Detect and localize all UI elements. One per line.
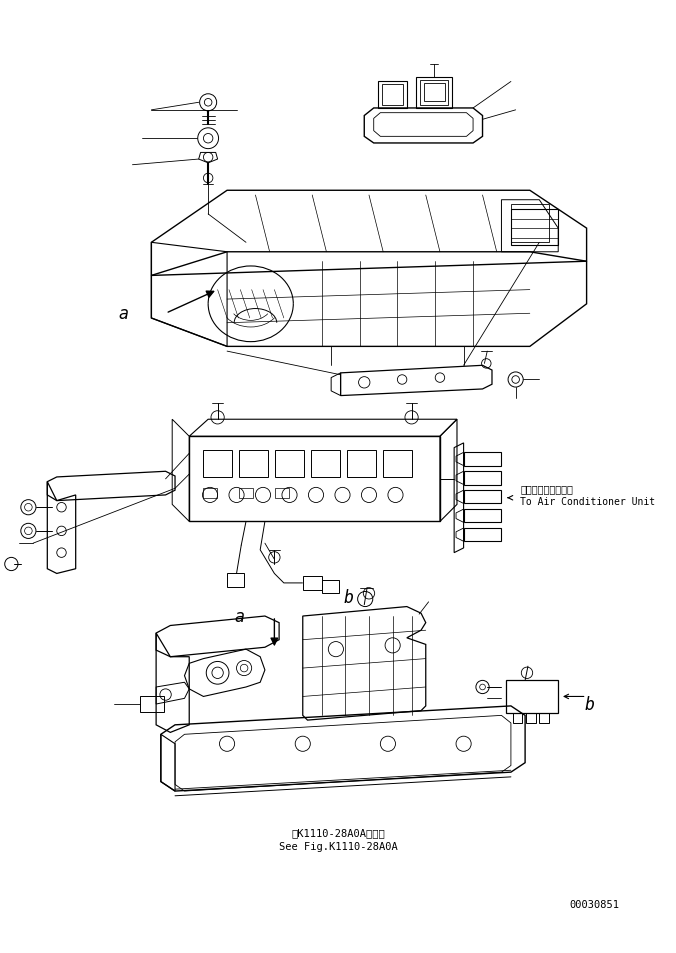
Text: a: a [235,607,244,625]
Text: 第K1110-28A0A図参照: 第K1110-28A0A図参照 [292,827,385,837]
Bar [239,489,253,498]
Bar [227,574,244,587]
Bar [322,580,339,594]
Bar [539,714,549,723]
Bar [347,451,376,477]
Bar [203,489,217,498]
Bar [379,82,407,109]
Bar [420,80,448,106]
Text: To Air Conditioner Unit: To Air Conditioner Unit [521,497,656,506]
Bar [464,529,502,541]
Bar [275,489,289,498]
Bar [506,680,558,714]
Bar [203,451,232,477]
Bar [464,510,502,523]
Bar [511,210,558,246]
Bar [189,436,440,522]
Bar [140,697,164,712]
Text: See Fig.K1110-28A0A: See Fig.K1110-28A0A [279,841,398,851]
Bar [511,205,549,243]
Bar [416,77,452,109]
Text: 00030851: 00030851 [570,900,620,909]
Text: エアコンユニットへ: エアコンユニットへ [521,484,573,494]
Text: b: b [343,589,353,606]
Bar [383,451,412,477]
Bar [311,451,339,477]
Bar [424,84,445,102]
Bar [464,491,502,504]
Bar [526,714,535,723]
Bar [239,451,268,477]
Bar [382,85,403,106]
Bar [275,451,304,477]
Bar [513,714,523,723]
Text: a: a [118,305,128,323]
Bar [303,577,322,590]
Bar [464,453,502,466]
Bar [464,472,502,485]
Text: b: b [585,696,594,713]
